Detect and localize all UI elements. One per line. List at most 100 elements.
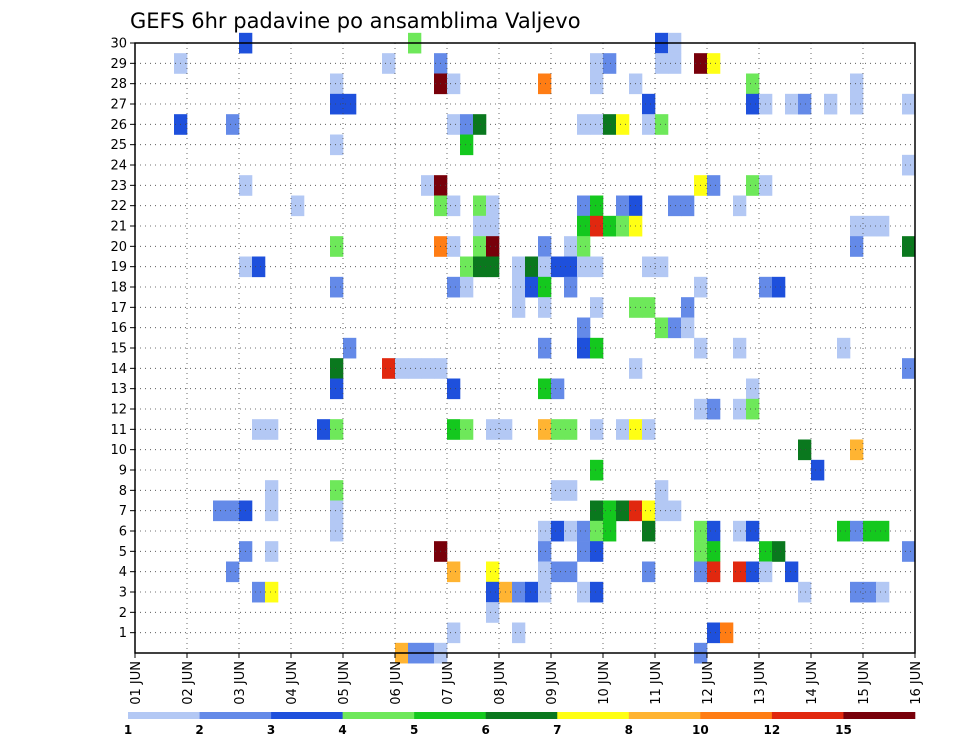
y-tick-label: 23 [110, 179, 127, 194]
precip-cell [876, 581, 890, 603]
precip-cell [317, 419, 331, 440]
precip-cell [265, 500, 279, 522]
precip-cell [798, 93, 812, 115]
precip-cell [590, 541, 604, 562]
precip-cell [538, 419, 552, 440]
colorbar-segment [271, 712, 343, 719]
precip-cell [447, 236, 461, 257]
precip-cell [330, 236, 344, 257]
y-tick-label: 1 [119, 626, 127, 641]
precip-cell [863, 520, 877, 542]
precip-cell [330, 520, 344, 542]
colorbar-segment [414, 712, 487, 719]
precip-cell [577, 581, 591, 603]
precip-cell [590, 256, 604, 278]
precip-cell [850, 93, 864, 115]
precip-cell [551, 520, 565, 542]
y-tick-label: 10 [110, 443, 127, 458]
precip-cell [382, 358, 396, 379]
precip-cell [681, 297, 695, 318]
precip-cell [850, 73, 864, 95]
y-tick-label: 15 [110, 342, 127, 357]
x-axis-ticks: 01 JUN 02 JUN 03 JUN 04 JUN 05 JUN 06 JUN 07 J… [129, 653, 924, 705]
precip-cell [616, 419, 630, 440]
x-tick-label: 09 JUN [545, 661, 560, 705]
x-tick-label: 13 JUN [753, 661, 768, 705]
y-tick-label: 18 [110, 281, 127, 296]
precip-cell [421, 175, 435, 196]
precip-cell [707, 53, 721, 74]
precip-cell [707, 520, 721, 542]
x-tick-label: 01 JUN [129, 661, 144, 705]
precip-cell [590, 581, 604, 603]
precip-cell [551, 561, 565, 583]
colorbar-segment [843, 712, 916, 719]
colorbar-label: 2 [195, 723, 203, 737]
precip-cell [473, 114, 487, 135]
precip-cell [772, 276, 786, 298]
precip-cell [486, 602, 500, 623]
precip-cell [291, 195, 305, 217]
precip-cell [473, 195, 487, 217]
precip-cell [733, 561, 747, 583]
precip-cell [902, 541, 916, 562]
precipitation-cells [174, 32, 916, 664]
precip-cell [577, 114, 591, 135]
y-tick-label: 5 [119, 545, 127, 560]
precip-cell [850, 581, 864, 603]
precip-cell [616, 114, 630, 135]
precip-cell [681, 195, 695, 217]
precip-cell [577, 317, 591, 339]
precip-cell [603, 520, 617, 542]
y-tick-label: 9 [119, 464, 127, 479]
precip-cell [902, 236, 916, 257]
y-tick-label: 22 [110, 199, 127, 214]
precip-cell [330, 378, 344, 400]
precip-cell [772, 541, 786, 562]
precip-cell [616, 195, 630, 217]
precip-cell [538, 581, 552, 603]
precip-cell [486, 256, 500, 278]
precip-cell [343, 93, 357, 115]
precip-cell [707, 541, 721, 562]
precip-cell [733, 195, 747, 217]
precip-cell [850, 439, 864, 461]
precip-cell [460, 114, 474, 135]
precip-cell [837, 520, 851, 542]
precip-cell [460, 419, 474, 440]
precip-cell [408, 358, 422, 379]
precip-cell [330, 480, 344, 501]
precip-cell [551, 378, 565, 400]
precip-cell [798, 439, 812, 461]
precip-cell [538, 297, 552, 318]
precip-cell [252, 256, 266, 278]
precip-cell [538, 541, 552, 562]
colorbar-segment [485, 712, 558, 719]
precip-cell [590, 215, 604, 237]
colorbar-label: 10 [692, 723, 709, 737]
precip-cell [512, 276, 526, 298]
x-tick-label: 06 JUN [389, 661, 404, 705]
precip-cell [486, 561, 500, 583]
precip-cell [863, 581, 877, 603]
precip-cell [876, 215, 890, 237]
precip-cell [330, 276, 344, 298]
precip-cell [642, 93, 656, 115]
precip-cell [733, 398, 747, 420]
colorbar-segment [700, 712, 773, 719]
x-tick-label: 15 JUN [857, 661, 872, 705]
colorbar-segment [199, 712, 272, 719]
y-tick-label: 29 [110, 57, 127, 72]
precip-cell [798, 581, 812, 603]
precip-cell [486, 215, 500, 237]
precip-cell [226, 114, 240, 135]
colorbar-segment [771, 712, 844, 719]
precip-cell [655, 500, 669, 522]
x-tick-label: 12 JUN [701, 661, 716, 705]
colorbar-label: 5 [410, 723, 418, 737]
x-tick-label: 05 JUN [337, 661, 352, 705]
x-tick-label: 10 JUN [597, 661, 612, 705]
precip-cell [473, 256, 487, 278]
precip-cell [603, 500, 617, 522]
precip-cell [603, 53, 617, 74]
